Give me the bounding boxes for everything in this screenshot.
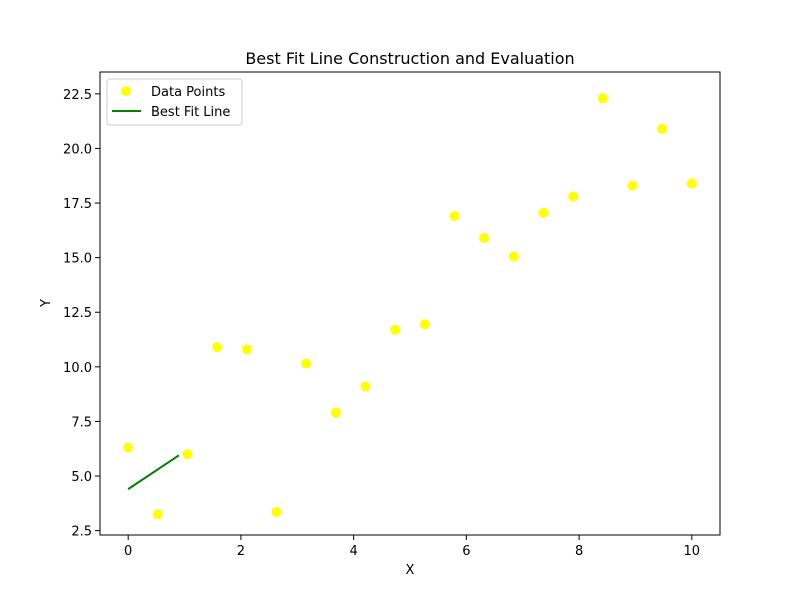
y-tick-label: 10.0 [63,361,92,376]
y-tick-label: 22.5 [63,88,92,103]
y-axis-label: Y [39,299,54,308]
data-point [597,93,608,104]
data-point [330,407,341,418]
x-axis: 0 2 4 6 8 10 [124,535,700,559]
data-point [182,449,193,460]
data-point [390,324,401,335]
data-point [152,509,163,520]
data-point [271,507,282,518]
x-tick-label: 6 [462,544,470,559]
x-tick-label: 10 [684,544,701,559]
chart-title: Best Fit Line Construction and Evaluatio… [245,49,574,68]
legend-marker-data-points [121,86,131,96]
x-tick-label: 0 [124,544,132,559]
y-axis: 2.5 5.0 7.5 10.0 12.5 15.0 17.5 20.0 22.5 [63,88,100,540]
data-point [538,207,549,218]
data-point [449,211,460,222]
data-point [627,180,638,191]
x-tick-label: 8 [575,544,583,559]
legend-label-data-points: Data Points [151,85,225,100]
y-tick-label: 20.0 [63,142,92,157]
data-point [301,358,312,369]
plot-area [123,93,697,520]
y-tick-label: 5.0 [71,470,92,485]
legend-box [106,78,243,126]
legend: Data Points Best Fit Line [106,78,243,126]
best-fit-line [127,454,180,490]
y-tick-label: 12.5 [63,306,92,321]
x-tick-label: 4 [349,544,357,559]
data-point [657,123,668,134]
x-axis-label: X [406,563,415,578]
data-point [686,178,697,189]
y-tick-label: 15.0 [63,252,92,267]
axes-frame [99,71,721,536]
y-tick-label: 7.5 [71,415,92,430]
data-point [360,381,371,392]
data-point [123,442,134,453]
data-point [419,319,430,330]
data-point [508,251,519,262]
data-point [479,232,490,243]
data-point [568,191,579,202]
x-tick-label: 2 [237,544,245,559]
data-point [212,342,223,353]
y-tick-label: 2.5 [71,525,92,540]
y-tick-label: 17.5 [63,197,92,212]
legend-label-best-fit: Best Fit Line [151,105,230,120]
data-point [241,344,252,355]
